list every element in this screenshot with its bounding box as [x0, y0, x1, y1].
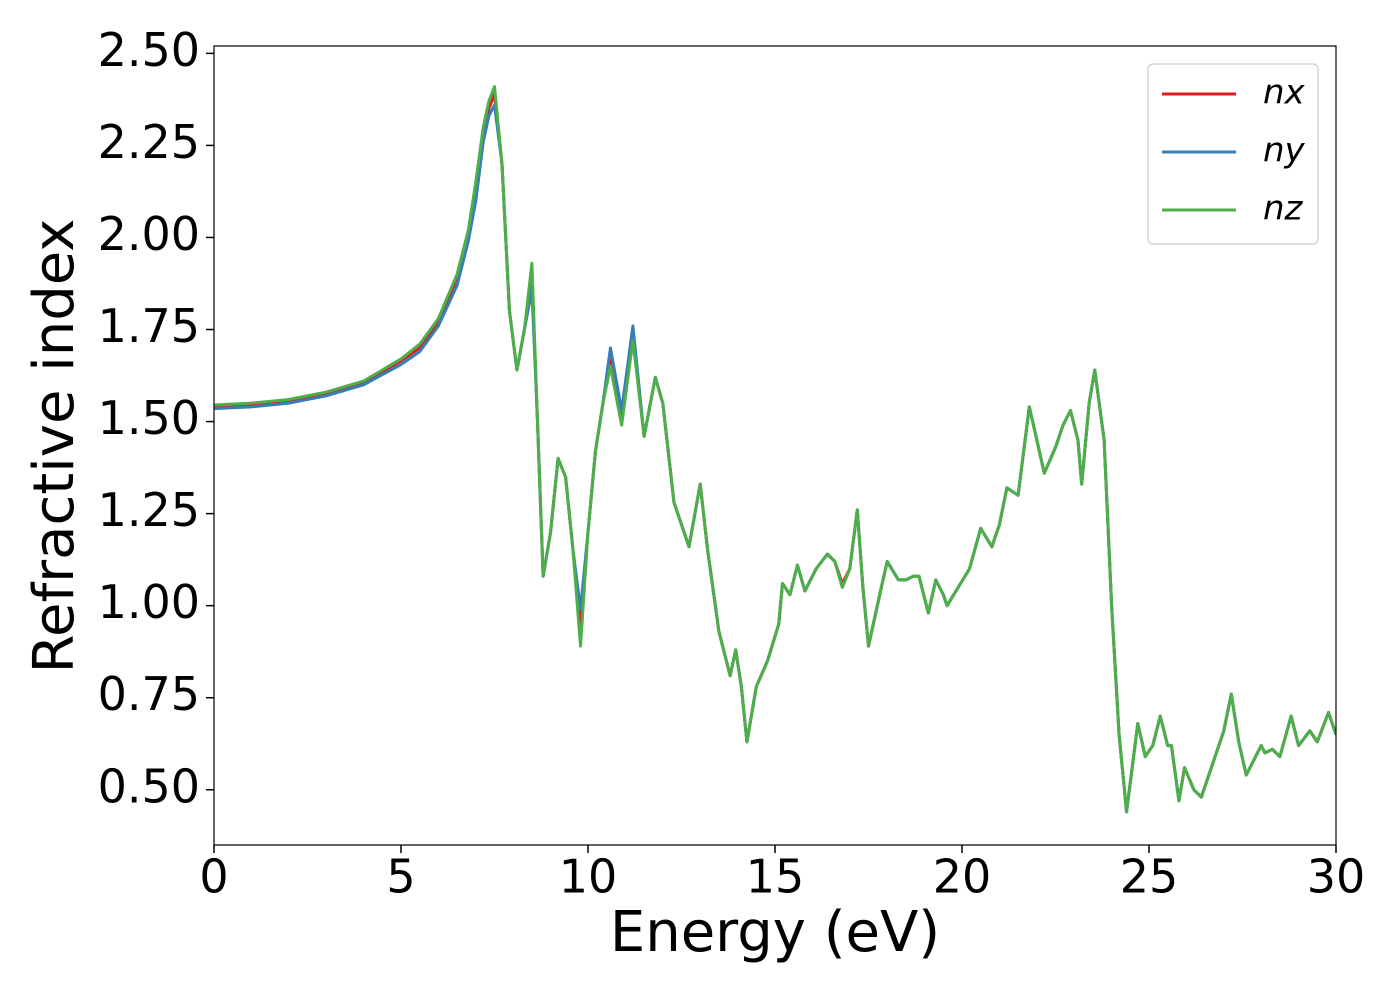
legend-label: nz: [1263, 189, 1304, 229]
y-tick-label: 0.50: [98, 759, 200, 813]
x-tick-label: 30: [1307, 850, 1366, 904]
legend-box: [1147, 63, 1319, 245]
x-tick-label: 5: [386, 850, 415, 904]
legend-label: nx: [1263, 73, 1306, 113]
y-tick-label: 2.00: [98, 207, 200, 261]
legend-label: ny: [1263, 131, 1306, 171]
x-tick-label: 10: [559, 850, 618, 904]
y-axis-label: Refractive index: [22, 219, 87, 674]
series-line: [214, 85, 1336, 814]
x-tick-label: 25: [1120, 850, 1179, 904]
y-tick-label: 1.00: [98, 575, 200, 629]
x-axis-label: Energy (eV): [610, 900, 940, 965]
x-tick-label: 20: [933, 850, 992, 904]
y-tick-label: 0.75: [98, 667, 200, 721]
y-tick-label: 2.50: [98, 23, 200, 77]
y-tick-label: 2.25: [98, 115, 200, 169]
x-tick-label: 0: [199, 850, 228, 904]
plot-frame: [213, 45, 1337, 846]
y-tick-label: 1.50: [98, 391, 200, 445]
y-tick-label: 1.75: [98, 299, 200, 353]
y-tick-label: 1.25: [98, 483, 200, 537]
x-tick-label: 15: [746, 850, 805, 904]
